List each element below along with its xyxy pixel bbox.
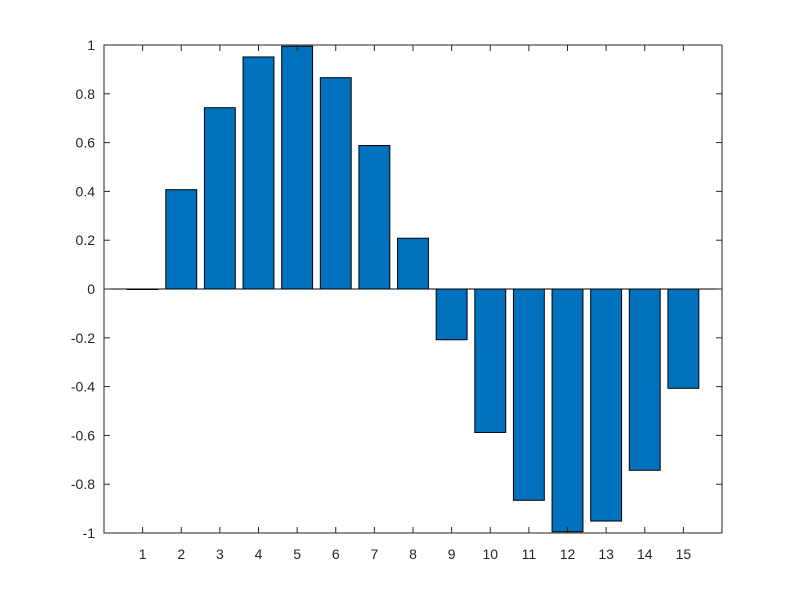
y-tick-label: -1 xyxy=(83,525,96,541)
x-tick-label: 4 xyxy=(255,546,263,562)
bar-7 xyxy=(358,145,391,290)
bar-9 xyxy=(435,288,468,341)
y-tick-label: 0.2 xyxy=(76,232,96,248)
bar-12 xyxy=(551,288,584,533)
x-tick-label: 7 xyxy=(370,546,378,562)
x-tick-label: 2 xyxy=(177,546,185,562)
x-tick-label: 6 xyxy=(332,546,340,562)
y-tick-label: 0 xyxy=(87,281,95,297)
bar-15 xyxy=(667,288,700,389)
bar-6 xyxy=(319,77,352,290)
y-tick-label: -0.4 xyxy=(71,379,95,395)
bar-8 xyxy=(397,237,429,290)
bars-layer xyxy=(126,45,700,533)
x-tick-label: 3 xyxy=(216,546,224,562)
x-tick-label: 14 xyxy=(637,546,653,562)
y-tick-label: 0.6 xyxy=(76,135,96,151)
x-tick-label: 12 xyxy=(560,546,576,562)
bar-5 xyxy=(281,45,314,290)
y-tick-label: -0.2 xyxy=(71,330,95,346)
x-tick-label: 15 xyxy=(676,546,692,562)
x-tick-label: 1 xyxy=(139,546,147,562)
x-tick-label: 10 xyxy=(482,546,498,562)
y-tick-label: 1 xyxy=(87,37,95,53)
bar-3 xyxy=(203,107,236,290)
y-axis-ticks: -1 -0.8 -0.6 -0.4 -0.2 0 0.2 0.4 0.6 0.8 1 xyxy=(71,37,722,541)
bar-10 xyxy=(474,288,507,433)
y-tick-label: 0.8 xyxy=(76,86,96,102)
bar-2 xyxy=(165,189,198,290)
x-tick-label: 13 xyxy=(598,546,614,562)
y-tick-label: 0.4 xyxy=(76,183,96,199)
x-tick-label: 11 xyxy=(522,546,537,562)
x-axis-ticks: 1 2 3 4 5 6 7 8 9 10 11 12 13 14 15 xyxy=(139,45,692,562)
x-tick-label: 8 xyxy=(409,546,417,562)
bar-13 xyxy=(590,288,623,522)
x-tick-label: 5 xyxy=(293,546,301,562)
bar-14 xyxy=(628,288,661,471)
y-tick-label: -0.8 xyxy=(71,476,95,492)
bar-11 xyxy=(512,288,545,501)
x-tick-label: 9 xyxy=(448,546,456,562)
y-tick-label: -0.6 xyxy=(71,427,95,443)
bar-4 xyxy=(242,56,275,290)
